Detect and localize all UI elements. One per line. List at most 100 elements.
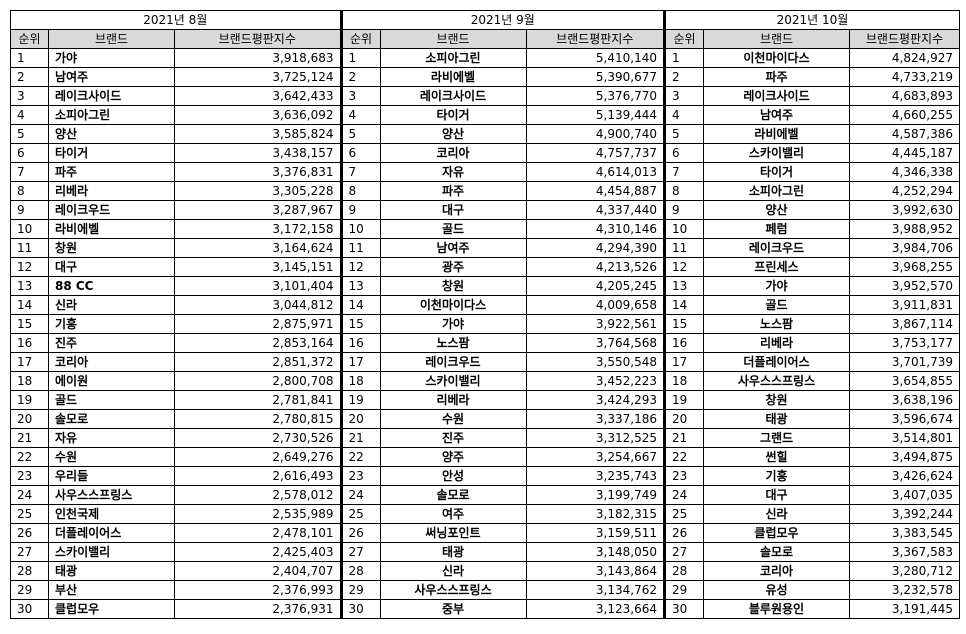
index-cell: 3,725,124 [174, 67, 341, 87]
table-row: 17 코리아 2,851,372 [10, 352, 341, 372]
rank-cell: 16 [341, 333, 381, 353]
rank-cell: 2 [341, 67, 381, 87]
brand-cell: 남여주 [379, 238, 527, 258]
brand-cell: 태광 [48, 561, 175, 581]
table-row: 23 우리들 2,616,493 [10, 466, 341, 486]
table-row: 28 신라 3,143,864 [341, 561, 665, 581]
table-august: 2021년 8월 순위 브랜드 브랜드평판지수 1 가야 3,918,683 2 남여주… [10, 10, 342, 619]
table-row: 10 페럼 3,988,952 [665, 219, 960, 239]
table-row: 4 남여주 4,660,255 [665, 105, 960, 125]
table-row: 8 리베라 3,305,228 [10, 181, 341, 201]
rank-cell: 1 [341, 48, 381, 68]
rank-cell: 15 [665, 314, 704, 334]
brand-cell: 솔모로 [379, 485, 527, 505]
brand-cell: 클럽모우 [703, 523, 850, 543]
index-cell: 2,781,841 [174, 390, 341, 410]
table-row: 27 스카이밸리 2,425,403 [10, 542, 341, 562]
table-row: 13 88 CC 3,101,404 [10, 276, 341, 296]
rank-cell: 19 [10, 390, 49, 410]
rank-cell: 10 [10, 219, 49, 239]
table-row: 12 광주 4,213,526 [341, 257, 665, 277]
table-row: 27 태광 3,148,050 [341, 542, 665, 562]
brand-cell: 창원 [703, 390, 850, 410]
index-cell: 3,424,293 [525, 390, 665, 410]
index-cell: 3,494,875 [849, 447, 960, 467]
brand-cell: 블루원용인 [703, 599, 850, 619]
brand-cell: 레이크우드 [48, 200, 175, 220]
table-row: 18 에이원 2,800,708 [10, 371, 341, 391]
brand-cell: 가야 [379, 314, 527, 334]
table-row: 15 기흥 2,875,971 [10, 314, 341, 334]
rank-cell: 6 [10, 143, 49, 163]
rank-cell: 12 [665, 257, 704, 277]
table-row: 29 부산 2,376,993 [10, 580, 341, 600]
rank-cell: 29 [665, 580, 704, 600]
brand-cell: 써닝포인트 [379, 523, 527, 543]
index-cell: 3,753,177 [849, 333, 960, 353]
index-cell: 3,407,035 [849, 485, 960, 505]
rank-cell: 22 [10, 447, 49, 467]
brand-cell: 스카이밸리 [379, 371, 527, 391]
rank-cell: 5 [341, 124, 381, 144]
index-cell: 2,616,493 [174, 466, 341, 486]
table-row: 14 신라 3,044,812 [10, 295, 341, 315]
brand-cell: 코리아 [703, 561, 850, 581]
brand-cell: 파주 [48, 162, 175, 182]
month-header: 2021년 8월 [10, 10, 341, 30]
brand-cell: 골드 [703, 295, 850, 315]
brand-cell: 수원 [48, 447, 175, 467]
table-row: 5 양산 4,900,740 [341, 124, 665, 144]
index-cell: 2,780,815 [174, 409, 341, 429]
table-row: 16 노스팜 3,764,568 [341, 333, 665, 353]
index-cell: 3,968,255 [849, 257, 960, 277]
table-row: 6 스카이밸리 4,445,187 [665, 143, 960, 163]
index-cell: 3,764,568 [525, 333, 665, 353]
brand-cell: 광주 [379, 257, 527, 277]
brand-cell: 진주 [379, 428, 527, 448]
table-row: 20 솔모로 2,780,815 [10, 409, 341, 429]
brand-cell: 레이크우드 [379, 352, 527, 372]
index-cell: 3,654,855 [849, 371, 960, 391]
index-cell: 3,232,578 [849, 580, 960, 600]
table-row: 2 라비에벨 5,390,677 [341, 67, 665, 87]
table-row: 22 썬힐 3,494,875 [665, 447, 960, 467]
index-cell: 2,478,101 [174, 523, 341, 543]
brand-cell: 이천마이다스 [379, 295, 527, 315]
table-row: 7 파주 3,376,831 [10, 162, 341, 182]
brand-cell: 소피아그린 [379, 48, 527, 68]
index-cell: 3,596,674 [849, 409, 960, 429]
rank-cell: 26 [10, 523, 49, 543]
rank-cell: 25 [10, 504, 49, 524]
table-row: 3 레이크사이드 4,683,893 [665, 86, 960, 106]
table-row: 9 레이크우드 3,287,967 [10, 200, 341, 220]
brand-cell: 스카이밸리 [703, 143, 850, 163]
table-row: 1 이천마이다스 4,824,927 [665, 48, 960, 68]
table-row: 16 진주 2,853,164 [10, 333, 341, 353]
brand-cell: 신라 [379, 561, 527, 581]
table-row: 5 라비에벨 4,587,386 [665, 124, 960, 144]
table-row: 28 코리아 3,280,712 [665, 561, 960, 581]
index-cell: 3,426,624 [849, 466, 960, 486]
index-cell: 4,660,255 [849, 105, 960, 125]
table-row: 3 레이크사이드 3,642,433 [10, 86, 341, 106]
rank-cell: 27 [10, 542, 49, 562]
rank-cell: 28 [10, 561, 49, 581]
table-row: 7 타이거 4,346,338 [665, 162, 960, 182]
table-row: 22 양주 3,254,667 [341, 447, 665, 467]
index-cell: 5,376,770 [525, 86, 665, 106]
table-row: 30 블루원용인 3,191,445 [665, 599, 960, 619]
table-row: 26 클럽모우 3,383,545 [665, 523, 960, 543]
index-cell: 3,911,831 [849, 295, 960, 315]
brand-cell: 대구 [379, 200, 527, 220]
brand-cell: 안성 [379, 466, 527, 486]
brand-cell: 남여주 [48, 67, 175, 87]
rank-cell: 21 [341, 428, 381, 448]
rank-cell: 8 [341, 181, 381, 201]
table-row: 19 리베라 3,424,293 [341, 390, 665, 410]
table-row: 18 사우스스프링스 3,654,855 [665, 371, 960, 391]
table-row: 21 그랜드 3,514,801 [665, 428, 960, 448]
index-cell: 4,900,740 [525, 124, 665, 144]
table-row: 25 신라 3,392,244 [665, 504, 960, 524]
rank-cell: 23 [10, 466, 49, 486]
brand-cell: 라비에벨 [703, 124, 850, 144]
